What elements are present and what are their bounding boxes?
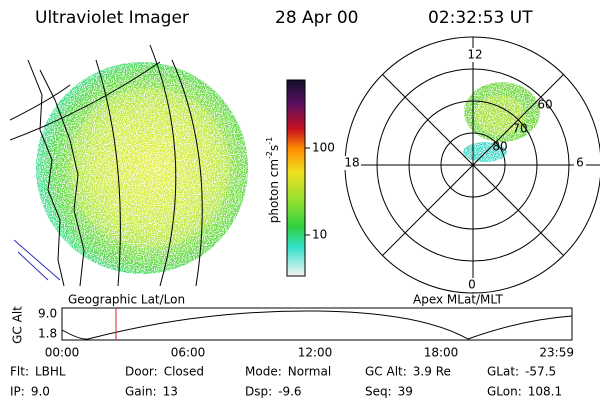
info-label: Dsp: [245,385,272,399]
mlt-label: 0 [468,278,476,292]
strip-ytick: 9.0 [38,307,57,321]
strip-frame [61,307,573,341]
info-value: 3.9 Re [413,365,451,379]
altitude-curve [61,310,573,340]
info-value: 108.1 [528,385,562,399]
info-label: GC Alt: [365,365,407,379]
mlt-label: 18 [344,156,359,170]
panel-label: Apex MLat/MLT [413,293,503,307]
strip-xtick: 12:00 [298,346,333,360]
info-value: 39 [398,385,413,399]
meridian [95,59,121,286]
mlt-spokes [345,37,600,293]
colorbar-label: photon cm-2s-1 [265,137,281,224]
info-panel: Flt: LBHL Door: Closed Mode: Normal GC Alt: 3.9… [10,365,562,399]
coastline-blue [13,239,61,281]
info-value: LBHL [35,365,66,379]
label-bg [574,156,586,170]
info-label: GLat: [487,365,519,379]
info-label: Gain: [125,385,157,399]
disk-core [70,88,230,248]
info-label: IP: [10,385,25,399]
label-part: photon cm [267,159,281,223]
date: 28 Apr 00 [275,8,358,28]
aurora-tail [463,142,507,162]
coastline [27,59,65,286]
colorbar [286,79,306,277]
info-label: Flt: [10,365,29,379]
label-part: -1 [265,137,274,145]
lat-label: 80 [492,140,507,154]
label-bg [466,48,484,62]
strip-xtick: 18:00 [424,346,459,360]
time: 02:32:53 UT [428,8,533,28]
info-label: GLon: [487,385,522,399]
meridian [149,44,177,286]
meridian [171,59,203,286]
polar-plot: 12 18 6 0 60 70 80 [343,36,600,294]
coastline [39,69,85,286]
strip-xtick: 00:00 [45,346,80,360]
panel-label: Geographic Lat/Lon [68,293,185,307]
info-value: Closed [164,365,204,379]
info-value: -9.6 [278,385,301,399]
lat-label: 60 [537,98,552,112]
info-value: -57.5 [525,365,556,379]
label-part: s [267,145,281,151]
instrument: Ultraviolet Imager [35,8,189,28]
orbit-strip: GC Alt 9.0 1.8 00:00 06:00 12:00 18:00 2… [11,306,575,360]
label-bg [343,156,361,170]
strip-ytick: 1.8 [38,327,57,341]
strip-xtick: 23:59 [539,346,574,360]
info-label: Seq: [365,385,392,399]
parallel [10,61,161,141]
mlt-label: 12 [467,48,482,62]
mlt-label: 6 [576,156,584,170]
colorbar-tick-label: 10 [312,228,327,242]
strip-axis-label: GC Alt [11,306,25,344]
parallel [10,84,71,121]
info-label: Mode: [245,365,282,379]
colorbar-tick-label: 100 [312,141,335,155]
info-value: 13 [163,385,178,399]
info-label: Door: [125,365,158,379]
strip-xtick: 06:00 [171,346,206,360]
geographic-image [10,44,248,286]
label-part: -2 [265,151,274,159]
info-value: Normal [288,365,331,379]
info-value: 9.0 [31,385,50,399]
label-bg [466,278,478,292]
lat-label: 70 [512,122,527,136]
